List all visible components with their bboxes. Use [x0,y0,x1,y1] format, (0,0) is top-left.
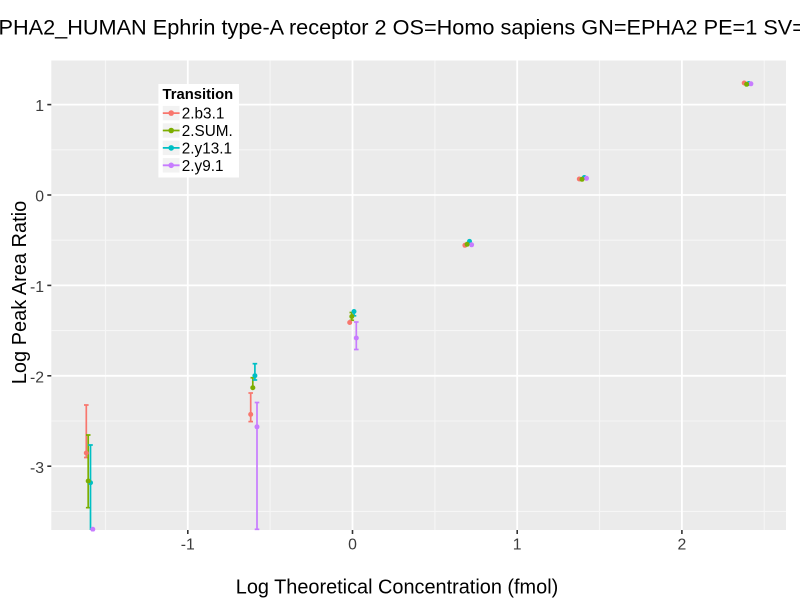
svg-text:0: 0 [348,536,357,553]
svg-text:2: 2 [678,536,687,553]
svg-text:EPHA2_HUMAN Ephrin type-A rece: EPHA2_HUMAN Ephrin type-A receptor 2 OS=… [0,14,800,39]
svg-text:2.y9.1: 2.y9.1 [182,158,224,175]
svg-text:-1: -1 [181,536,195,553]
svg-text:1: 1 [513,536,522,553]
svg-text:Log Theoretical Concentration: Log Theoretical Concentration (fmol) [236,576,558,598]
svg-text:Log Peak Area Ratio: Log Peak Area Ratio [9,201,31,384]
svg-text:-3: -3 [30,460,44,477]
svg-text:1: 1 [35,98,44,115]
svg-text:-1: -1 [30,279,44,296]
svg-text:2.SUM.: 2.SUM. [182,123,233,140]
svg-text:2.y13.1: 2.y13.1 [182,141,232,158]
svg-text:0: 0 [35,189,44,206]
svg-text:2.b3.1: 2.b3.1 [182,106,225,123]
svg-text:-2: -2 [30,369,44,386]
svg-text:Transition: Transition [163,87,234,103]
